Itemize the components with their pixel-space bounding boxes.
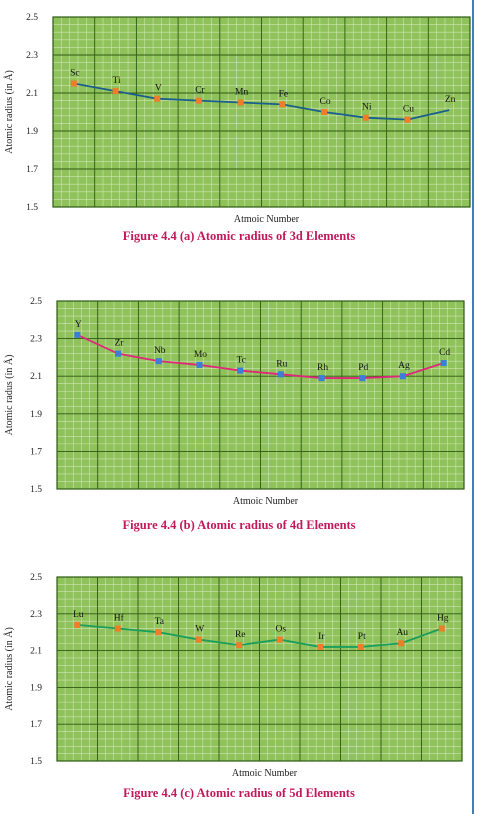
y-axis-label: Atomic radus (in Å) [3, 355, 15, 436]
element-label-co: Co [320, 97, 331, 107]
data-point-ir [317, 643, 324, 650]
y-tick-label: 2.3 [30, 335, 42, 345]
data-point-nb [155, 358, 162, 365]
data-point-au [398, 640, 405, 647]
data-point-ru [277, 371, 284, 378]
y-tick-label: 1.9 [26, 127, 38, 137]
data-point-pd [359, 375, 366, 382]
plot-border [56, 576, 463, 762]
data-point-cu [404, 116, 411, 123]
y-tick-label: 2.1 [30, 372, 42, 382]
element-label-ni: Ni [362, 103, 372, 113]
data-point-mn [237, 99, 244, 106]
data-point-tc [237, 367, 244, 374]
element-label-mo: Mo [194, 350, 207, 360]
y-tick-label: 1.7 [26, 165, 38, 175]
y-tick-label: 1.7 [30, 447, 42, 457]
side-rule [472, 0, 474, 814]
element-label-rh: Rh [317, 363, 328, 373]
caption-3d: Figure 4.4 (a) Atomic radius of 3d Eleme… [122, 229, 356, 243]
data-point-y [74, 331, 81, 338]
data-point-ta [155, 629, 162, 636]
y-axis-label: Atomic radius (in Å) [3, 627, 15, 711]
data-point-v [154, 95, 161, 102]
element-label-ir: Ir [318, 632, 325, 642]
element-label-zr: Zr [115, 339, 125, 349]
data-point-cd [440, 360, 447, 367]
y-tick-label: 2.5 [30, 573, 42, 583]
y-tick-label: 1.5 [30, 485, 42, 495]
x-axis-label: Atmoic Number [232, 768, 298, 779]
element-label-cr: Cr [195, 86, 205, 96]
element-label-ti: Ti [112, 76, 120, 86]
chart-3d-elements: 2.5 2.3 2.1 1.9 1.7 1.5 Atomic radius (in Å) At… [3, 13, 471, 225]
y-tick-label: 2.1 [26, 89, 38, 99]
data-point-cr [195, 97, 202, 104]
y-tick-label: 2.1 [30, 647, 42, 657]
data-point-ti [112, 88, 119, 95]
series-line [77, 623, 443, 648]
caption-5d: Figure 4.4 (c) Atomic radius of 5d Eleme… [123, 786, 355, 800]
element-label-ru: Ru [276, 359, 287, 369]
element-label-hf: Hf [114, 613, 125, 624]
y-tick-label: 2.5 [26, 13, 38, 23]
plot-border [52, 16, 471, 208]
chart-5d-elements: 2.5 2.3 2.1 1.9 1.7 1.5 Atomic radius (in Å) At… [3, 573, 463, 779]
data-point-mo [196, 361, 203, 368]
plot-border [56, 300, 465, 490]
data-point-sc [70, 80, 77, 87]
element-label-hg: Hg [437, 614, 449, 624]
data-point-fe [279, 101, 286, 108]
data-point-ag [399, 373, 406, 380]
element-label-y: Y [75, 320, 82, 330]
element-label-pt: Pt [358, 632, 366, 642]
y-tick-label: 2.3 [26, 51, 38, 61]
y-tick-label: 1.5 [30, 757, 42, 767]
series-line [76, 334, 444, 379]
data-point-lu [74, 621, 81, 628]
data-point-co [321, 109, 328, 115]
caption-4d: Figure 4.4 (b) Atomic radius of 4d Eleme… [122, 518, 356, 532]
y-tick-label: 2.5 [30, 297, 42, 307]
element-label-os: Os [275, 625, 286, 635]
element-label-au: Au [396, 628, 408, 638]
chart-4d-elements: 2.5 2.3 2.1 1.9 1.7 1.5 Atomic radus (in Å) Atm… [3, 297, 465, 507]
element-label-tc: Tc [236, 356, 245, 366]
element-label-zn: Zn [445, 95, 456, 105]
y-tick-label: 1.7 [30, 720, 42, 730]
element-label-mn: Mn [235, 88, 248, 98]
data-point-ni [362, 114, 369, 121]
y-tick-label: 1.9 [30, 410, 42, 420]
element-label-cd: Cd [439, 348, 450, 358]
data-point-pt [357, 643, 364, 650]
data-point-rh [318, 375, 325, 382]
element-label-cu: Cu [403, 105, 414, 115]
series-line [73, 82, 450, 121]
element-label-re: Re [235, 630, 246, 640]
x-axis-label: Atmoic Number [234, 214, 300, 225]
data-point-zr [115, 350, 122, 357]
element-label-v: V [155, 84, 162, 94]
y-tick-label: 1.9 [30, 683, 42, 693]
data-point-hg [438, 625, 445, 632]
element-label-sc: Sc [70, 69, 80, 79]
element-label-fe: Fe [279, 89, 289, 99]
data-point-re [236, 642, 243, 649]
data-point-os [276, 636, 283, 643]
data-point-hf [114, 625, 121, 632]
x-axis-label: Atmoic Number [233, 496, 299, 507]
element-label-pd: Pd [358, 363, 368, 373]
y-tick-label: 1.5 [26, 203, 38, 213]
element-label-ag: Ag [398, 361, 410, 371]
y-axis-label: Atomic radius (in Å) [3, 70, 15, 154]
y-tick-label: 2.3 [30, 610, 42, 620]
element-label-nb: Nb [154, 346, 166, 356]
element-label-w: W [195, 625, 204, 635]
element-label-lu: Lu [73, 610, 84, 620]
data-point-w [195, 636, 202, 643]
element-label-ta: Ta [155, 617, 165, 627]
